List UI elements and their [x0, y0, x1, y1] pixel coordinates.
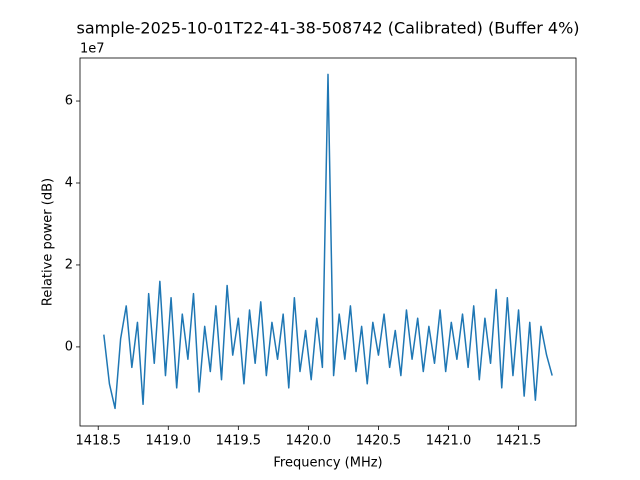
y-axis-label: Relative power (dB)	[41, 178, 56, 306]
x-tick-label: 1418.5	[75, 434, 121, 449]
x-tick-label: 1421.0	[426, 434, 472, 449]
y-tick-label: 4	[65, 175, 73, 190]
x-tick-label: 1420.5	[356, 434, 402, 449]
chart-title: sample-2025-10-01T22-41-38-508742 (Calib…	[76, 19, 579, 38]
x-tick-label: 1420.0	[286, 434, 332, 449]
x-tick-label: 1421.5	[496, 434, 542, 449]
x-axis-label: Frequency (MHz)	[273, 456, 382, 471]
plot-frame	[79, 57, 577, 427]
y-offset-label: 1e7	[80, 42, 105, 57]
y-tick-label: 6	[65, 94, 73, 109]
x-tick-label: 1419.5	[216, 434, 262, 449]
data-line	[103, 73, 553, 410]
y-tick-label: 0	[65, 339, 73, 354]
y-tick-label: 2	[65, 257, 73, 272]
x-tick-label: 1419.0	[146, 434, 192, 449]
